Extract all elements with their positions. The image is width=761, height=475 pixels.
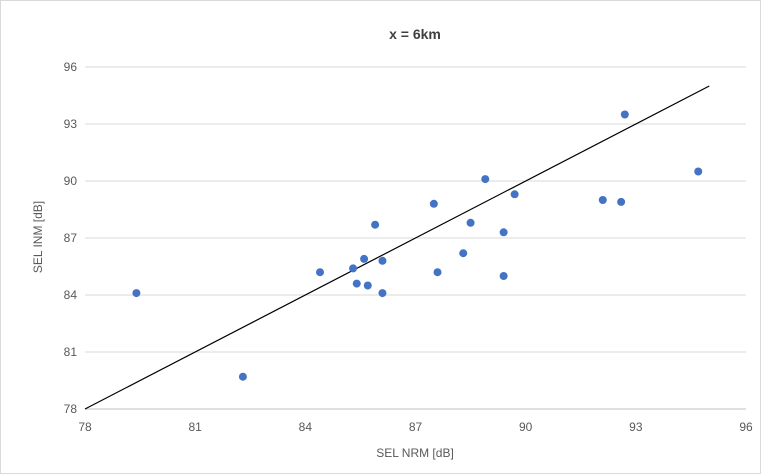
x-tick-label: 87: [409, 420, 423, 434]
data-point: [481, 175, 490, 184]
reference-line: [84, 85, 710, 410]
tick-labels: 78 81 84 87 90 93 96 78 81 84 87 90 93 96: [64, 60, 753, 434]
reference-line-group: [84, 85, 710, 410]
data-point: [433, 268, 442, 277]
y-tick-label: 87: [64, 231, 78, 245]
x-tick-label: 81: [188, 420, 202, 434]
y-tick-label: 96: [64, 60, 78, 74]
x-tick-label: 84: [299, 420, 313, 434]
y-axis-label: SEL INM [dB]: [31, 201, 45, 273]
x-tick-label: 78: [78, 420, 92, 434]
data-point: [132, 289, 141, 298]
data-point: [378, 256, 387, 265]
data-point: [466, 218, 475, 227]
data-point: [378, 289, 387, 298]
x-tick-label: 93: [629, 420, 643, 434]
data-point: [620, 110, 629, 119]
data-point: [617, 197, 626, 206]
data-point: [238, 372, 247, 381]
y-tick-label: 90: [64, 174, 78, 188]
x-tick-label: 90: [519, 420, 533, 434]
data-point: [360, 254, 369, 263]
data-point: [694, 167, 703, 176]
data-point: [499, 272, 508, 280]
chart-title: x = 6km: [389, 26, 441, 42]
data-point: [371, 220, 380, 229]
y-tick-label: 93: [64, 117, 78, 131]
data-point: [363, 281, 372, 290]
data-point: [598, 196, 607, 204]
y-tick-label: 84: [64, 288, 78, 302]
data-point: [352, 279, 361, 288]
data-point: [349, 264, 358, 273]
data-point: [429, 199, 438, 208]
data-point: [510, 190, 519, 199]
x-axis-label: SEL NRM [dB]: [376, 446, 454, 460]
data-point: [499, 228, 508, 237]
gridlines: [85, 66, 746, 353]
y-tick-label: 78: [64, 402, 78, 416]
data-point: [459, 249, 468, 258]
data-points: [132, 110, 703, 381]
data-point: [316, 268, 325, 277]
y-tick-label: 81: [64, 345, 78, 359]
x-tick-label: 96: [739, 420, 753, 434]
